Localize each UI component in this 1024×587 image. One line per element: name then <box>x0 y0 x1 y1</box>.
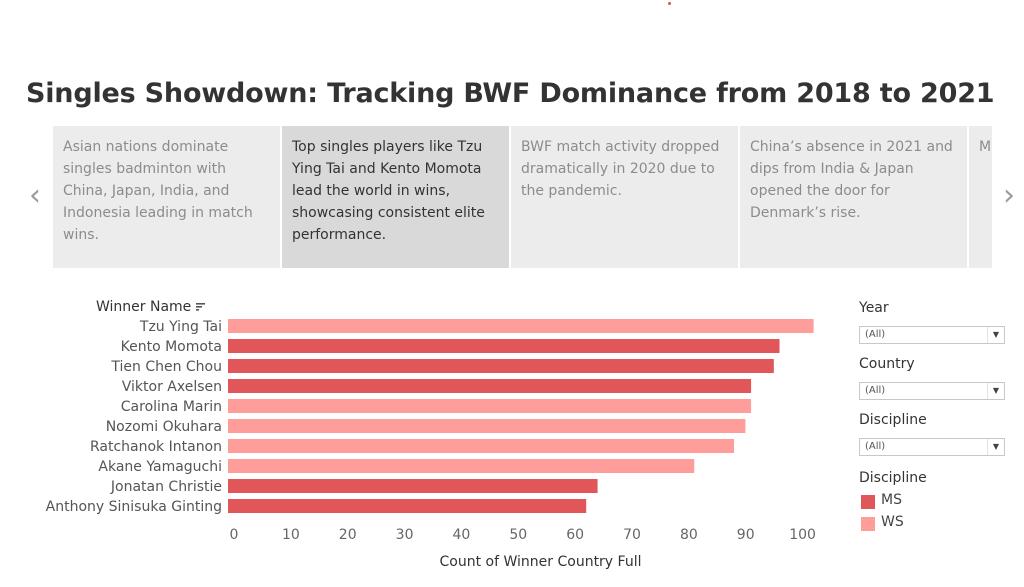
story-point-5[interactable]: M sl W re <box>969 126 992 268</box>
category-label: Jonatan Christie <box>110 479 222 495</box>
category-label: Akane Yamaguchi <box>98 459 222 475</box>
x-tick-label: 20 <box>339 527 357 543</box>
legend: Discipline MS WS <box>859 470 927 534</box>
x-axis-label: Count of Winner Country Full <box>440 554 642 570</box>
category-label: Viktor Axelsen <box>122 379 222 395</box>
x-tick-label: 100 <box>789 527 816 543</box>
x-tick-label: 10 <box>282 527 300 543</box>
x-tick-label: 30 <box>396 527 414 543</box>
filter-title: Year <box>859 300 889 316</box>
caret-down-icon: ▼ <box>987 383 1004 399</box>
filter-value: (All) <box>865 329 886 340</box>
row-header[interactable]: Winner Name <box>96 299 191 315</box>
story-point-1[interactable]: Asian nations dominate singles badminton… <box>53 126 280 268</box>
legend-label: MS <box>881 492 902 508</box>
x-tick-label: 80 <box>680 527 698 543</box>
story-navigator: Asian nations dominate singles badminton… <box>53 126 992 268</box>
category-label: Ratchanok Intanon <box>90 439 222 455</box>
bar[interactable] <box>228 419 746 433</box>
legend-item-ms[interactable]: MS <box>859 491 927 512</box>
category-label: Kento Momota <box>121 339 222 355</box>
legend-label: WS <box>881 514 904 530</box>
bar[interactable] <box>228 459 695 473</box>
filter-value: (All) <box>865 441 886 452</box>
bar[interactable] <box>228 319 814 333</box>
story-point-4[interactable]: China’s absence in 2021 and dips from In… <box>740 126 967 268</box>
bar[interactable] <box>228 339 780 353</box>
accent-dot <box>668 2 671 5</box>
legend-swatch <box>861 495 875 509</box>
bar[interactable] <box>228 499 587 513</box>
category-label: Tzu Ying Tai <box>139 319 222 335</box>
x-tick-label: 60 <box>566 527 584 543</box>
chevron-right-icon[interactable]: › <box>1003 178 1015 213</box>
x-tick-label: 50 <box>509 527 527 543</box>
page-title: Singles Showdown: Tracking BWF Dominance… <box>26 78 995 109</box>
bar-chart: Winner Name Tzu Ying Tai Kento Momota Tien … <box>46 299 816 570</box>
x-tick-label: 70 <box>623 527 641 543</box>
caret-down-icon: ▼ <box>987 439 1004 455</box>
filter-title: Country <box>859 356 915 372</box>
discipline-dropdown[interactable]: (All) ▼ <box>859 438 1005 456</box>
category-label: Carolina Marin <box>121 399 222 415</box>
story-track: Asian nations dominate singles badminton… <box>53 126 992 268</box>
category-label: Tien Chen Chou <box>110 359 222 375</box>
bar[interactable] <box>228 379 752 393</box>
bar[interactable] <box>228 359 774 373</box>
x-tick-label: 90 <box>737 527 755 543</box>
x-tick-label: 0 <box>230 527 239 543</box>
legend-item-ws[interactable]: WS <box>859 513 927 534</box>
legend-swatch <box>861 517 875 531</box>
bar[interactable] <box>228 439 735 453</box>
sort-descending-icon[interactable] <box>196 303 205 311</box>
filter-title: Discipline <box>859 412 927 428</box>
story-point-3[interactable]: BWF match activity dropped dramatically … <box>511 126 738 268</box>
bar[interactable] <box>228 479 598 493</box>
category-label: Anthony Sinisuka Ginting <box>46 499 222 515</box>
filter-country: Country (All) ▼ <box>859 356 1007 400</box>
country-dropdown[interactable]: (All) ▼ <box>859 382 1005 400</box>
x-tick-label: 40 <box>453 527 471 543</box>
story-point-2[interactable]: Top singles players like Tzu Ying Tai an… <box>282 126 509 268</box>
legend-title: Discipline <box>859 470 927 486</box>
category-label: Nozomi Okuhara <box>106 419 222 435</box>
bar[interactable] <box>228 399 752 413</box>
filter-value: (All) <box>865 385 886 396</box>
year-dropdown[interactable]: (All) ▼ <box>859 326 1005 344</box>
chevron-left-icon[interactable]: ‹ <box>29 178 41 213</box>
filter-year: Year (All) ▼ <box>859 300 1007 344</box>
filter-discipline: Discipline (All) ▼ <box>859 412 1007 456</box>
caret-down-icon: ▼ <box>987 327 1004 343</box>
